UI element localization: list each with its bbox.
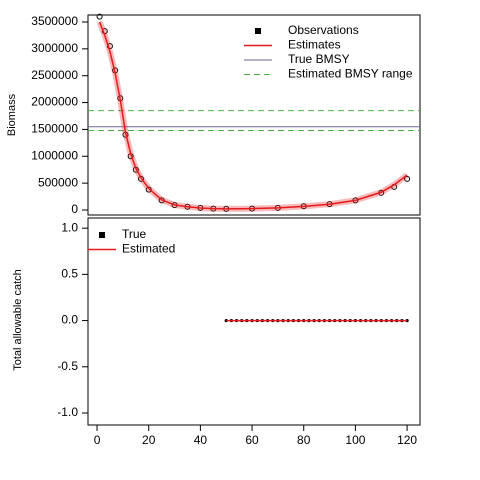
y-tick-label: 2000000 <box>31 95 78 109</box>
legend-label: Estimated BMSY range <box>288 67 413 81</box>
x-tick-label: 20 <box>142 433 156 447</box>
x-tick-label: 80 <box>297 433 311 447</box>
y-tick-label: -1.0 <box>57 405 78 419</box>
x-tick-label: 100 <box>345 433 365 447</box>
y-tick-label: 0.0 <box>61 313 78 327</box>
legend-marker <box>255 28 261 34</box>
y-tick-label: 0 <box>71 202 78 216</box>
y-tick-label: 500000 <box>38 175 78 189</box>
x-tick-label: 0 <box>94 433 101 447</box>
legend-label: Observations <box>288 23 359 37</box>
legend-label: Estimated <box>122 242 175 256</box>
y-tick-label: 1500000 <box>31 122 78 136</box>
legend-label: True <box>122 227 147 241</box>
y-axis-label: Biomass <box>6 93 18 136</box>
y-tick-label: 0.5 <box>61 267 78 281</box>
legend-marker <box>99 232 105 238</box>
y-tick-label: 2500000 <box>31 68 78 82</box>
legend-label: True BMSY <box>288 52 350 66</box>
series-line <box>98 21 408 210</box>
plot-frame <box>87 14 421 216</box>
data-point <box>145 186 152 193</box>
y-tick-label: 3500000 <box>31 14 78 28</box>
y-tick-label: 1000000 <box>31 148 78 162</box>
y-tick-label: -0.5 <box>57 359 78 373</box>
legend-label: Estimates <box>288 38 341 52</box>
data-point <box>96 13 103 20</box>
data-point <box>404 175 411 182</box>
x-tick-label: 120 <box>397 433 417 447</box>
y-axis-label: Total allowable catch <box>12 269 24 371</box>
y-tick-label: 1.0 <box>61 220 78 234</box>
x-tick-label: 60 <box>245 433 259 447</box>
plot-frame <box>87 217 421 426</box>
y-tick-label: 3000000 <box>31 41 78 55</box>
x-tick-label: 40 <box>194 433 208 447</box>
